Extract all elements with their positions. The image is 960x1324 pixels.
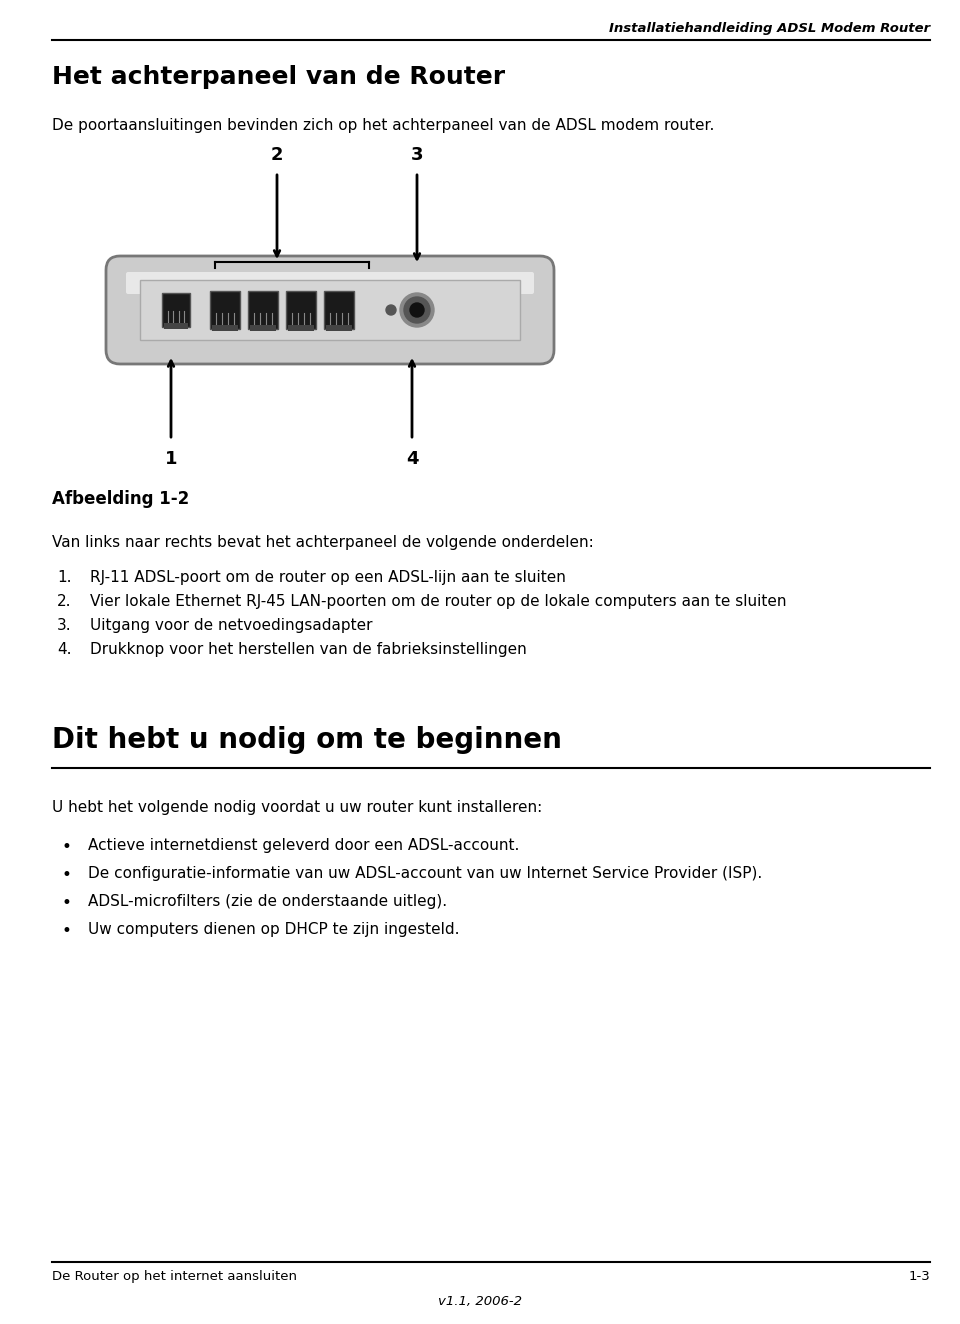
Bar [324, 291, 354, 328]
Text: 2.: 2. [57, 594, 71, 609]
Text: De poortaansluitingen bevinden zich op het achterpaneel van de ADSL modem router: De poortaansluitingen bevinden zich op h… [52, 118, 714, 132]
Bar [250, 324, 276, 331]
Text: Vier lokale Ethernet RJ-45 LAN-poorten om de router op de lokale computers aan t: Vier lokale Ethernet RJ-45 LAN-poorten o… [90, 594, 786, 609]
Text: De Router op het internet aansluiten: De Router op het internet aansluiten [52, 1270, 297, 1283]
Text: 4.: 4. [57, 642, 71, 657]
Text: Installatiehandleiding ADSL Modem Router: Installatiehandleiding ADSL Modem Router [609, 23, 930, 34]
Text: •: • [62, 922, 72, 940]
Text: De configuratie-informatie van uw ADSL-account van uw Internet Service Provider : De configuratie-informatie van uw ADSL-a… [88, 866, 762, 880]
Text: •: • [62, 894, 72, 912]
Circle shape [410, 303, 424, 316]
Text: 2: 2 [271, 146, 283, 164]
Text: 1: 1 [165, 450, 178, 467]
Text: •: • [62, 866, 72, 884]
Bar [286, 291, 316, 328]
Bar [288, 324, 314, 331]
Text: v1.1, 2006-2: v1.1, 2006-2 [438, 1295, 522, 1308]
Bar [212, 324, 238, 331]
Text: Van links naar rechts bevat het achterpaneel de volgende onderdelen:: Van links naar rechts bevat het achterpa… [52, 535, 593, 549]
Bar [248, 291, 278, 328]
Text: U hebt het volgende nodig voordat u uw router kunt installeren:: U hebt het volgende nodig voordat u uw r… [52, 800, 542, 816]
Bar [210, 291, 240, 328]
Text: Uw computers dienen op DHCP te zijn ingesteld.: Uw computers dienen op DHCP te zijn inge… [88, 922, 460, 937]
Text: ADSL-microfilters (zie de onderstaande uitleg).: ADSL-microfilters (zie de onderstaande u… [88, 894, 447, 910]
Text: Drukknop voor het herstellen van de fabrieksinstellingen: Drukknop voor het herstellen van de fabr… [90, 642, 527, 657]
Text: Dit hebt u nodig om te beginnen: Dit hebt u nodig om te beginnen [52, 726, 562, 753]
Text: Het achterpaneel van de Router: Het achterpaneel van de Router [52, 65, 505, 89]
FancyBboxPatch shape [126, 271, 534, 294]
Circle shape [400, 293, 434, 327]
Circle shape [404, 297, 430, 323]
Text: 3.: 3. [57, 618, 72, 633]
Text: Uitgang voor de netvoedingsadapter: Uitgang voor de netvoedingsadapter [90, 618, 372, 633]
Bar [162, 293, 190, 327]
Text: RJ-11 ADSL-poort om de router op een ADSL-lijn aan te sluiten: RJ-11 ADSL-poort om de router op een ADS… [90, 571, 565, 585]
Text: 4: 4 [406, 450, 419, 467]
Circle shape [386, 305, 396, 315]
Text: 3: 3 [411, 146, 423, 164]
Text: 1.: 1. [57, 571, 71, 585]
Text: Actieve internetdienst geleverd door een ADSL-account.: Actieve internetdienst geleverd door een… [88, 838, 519, 853]
Bar [326, 324, 352, 331]
Bar [164, 323, 188, 328]
Bar [140, 279, 520, 340]
Text: •: • [62, 838, 72, 857]
FancyBboxPatch shape [106, 256, 554, 364]
Text: Afbeelding 1-2: Afbeelding 1-2 [52, 490, 189, 508]
Text: 1-3: 1-3 [908, 1270, 930, 1283]
